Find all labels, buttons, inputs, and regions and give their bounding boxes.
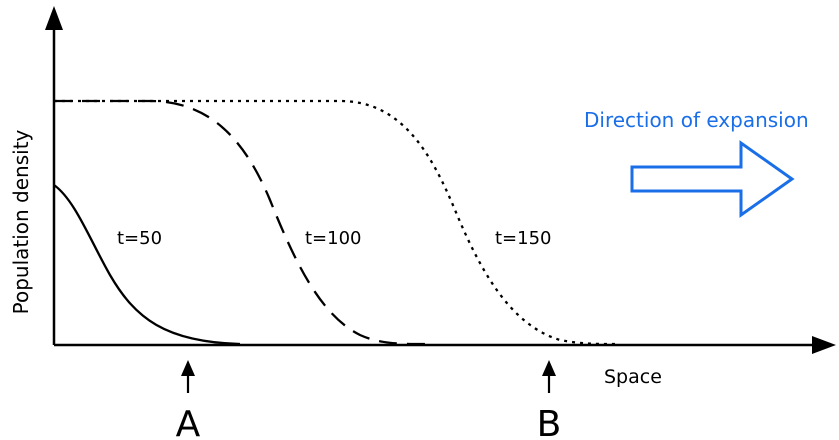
- marker-a-arrowhead: [181, 360, 195, 376]
- curve-t150: [54, 99, 616, 346]
- expansion-label: Direction of expansion: [584, 108, 809, 132]
- x-axis-label: Space: [604, 366, 662, 388]
- label-t100: t=100: [305, 228, 362, 249]
- curve-t50: [53, 184, 241, 346]
- marker-b-label: B: [537, 404, 562, 440]
- marker-a-label: A: [176, 404, 201, 440]
- y-axis-label: Population density: [9, 129, 33, 314]
- curve-t100: [54, 99, 426, 346]
- marker-b-arrowhead: [542, 360, 556, 376]
- y-axis-arrowhead: [45, 6, 63, 30]
- label-t50: t=50: [117, 228, 162, 249]
- x-axis-arrowhead: [812, 336, 836, 354]
- label-t150: t=150: [495, 228, 552, 249]
- expansion-arrow-icon: [630, 140, 795, 218]
